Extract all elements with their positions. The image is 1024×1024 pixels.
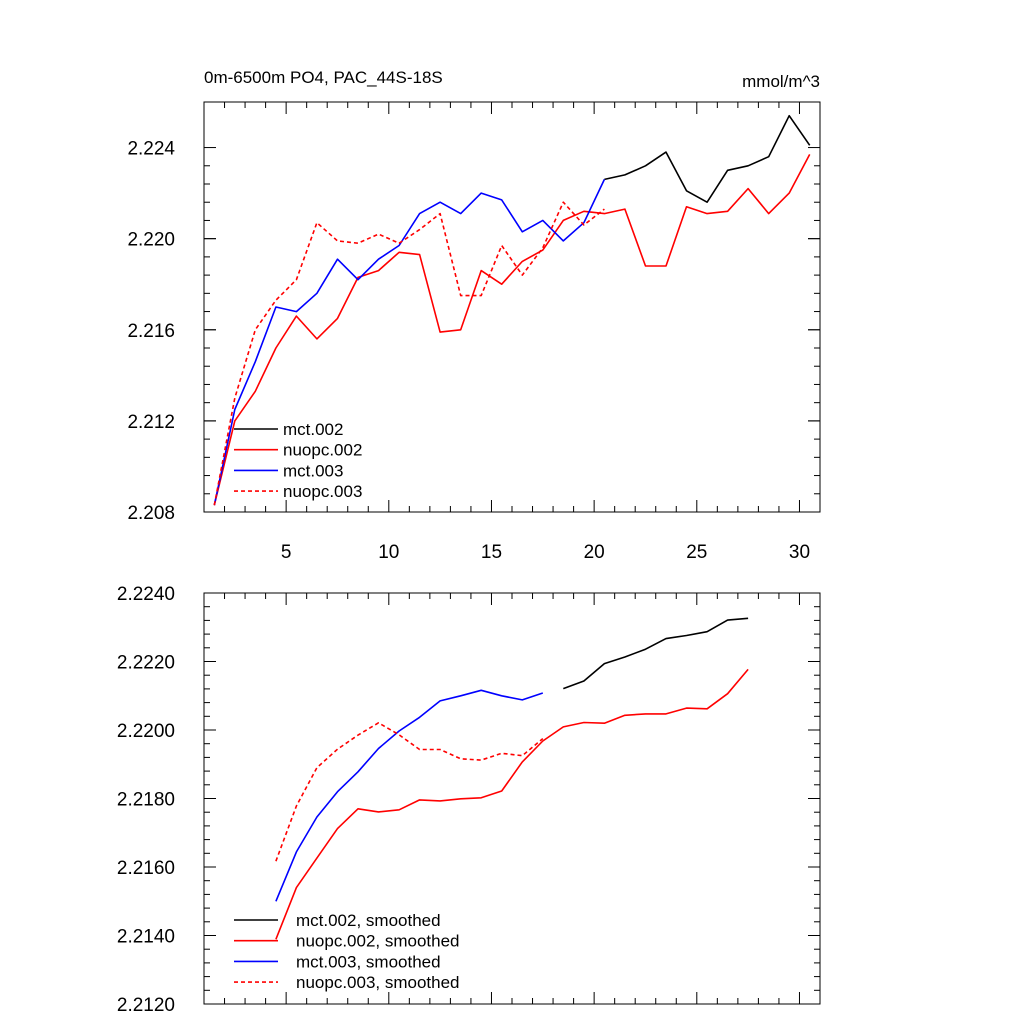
series-lines — [213, 114, 811, 506]
plot-frame — [203, 101, 821, 513]
x-tick-label: 20 — [584, 542, 605, 563]
legend-label: mct.002, smoothed — [296, 911, 441, 930]
series-line — [275, 668, 749, 940]
y-tick-label: 2.212 — [127, 412, 175, 433]
y-tick-label: 2.2200 — [117, 721, 175, 742]
y-tick-label: 2.2140 — [117, 927, 175, 948]
y-tick-label: 2.220 — [127, 230, 175, 251]
series-line — [213, 154, 811, 506]
chart-title: 0m-6500m PO4, PAC_44S-18S — [204, 68, 443, 87]
x-tick-label: 5 — [281, 542, 292, 563]
y-tick-label: 2.224 — [127, 139, 175, 160]
y-tick-label: 2.2120 — [117, 995, 175, 1016]
legend-label: nuopc.002 — [283, 441, 362, 460]
y-tick-label: 2.208 — [127, 503, 175, 524]
legend-label: mct.003 — [283, 461, 343, 480]
series-line — [275, 689, 544, 902]
y-tick-label: 2.216 — [127, 321, 175, 342]
series-line — [604, 114, 811, 203]
units-label: mmol/m^3 — [742, 72, 820, 91]
series-line — [275, 721, 544, 862]
tick-labels: 5 10 15 20 25 30 2.208 2.212 2.216 2.220 2.224 — [127, 139, 810, 563]
plot-frame — [203, 592, 821, 1005]
legend-label: mct.002 — [283, 420, 343, 439]
y-tick-label: 2.2240 — [117, 584, 175, 605]
bottom-chart-panel: 2.2120 2.2140 2.2160 2.2180 2.2200 2.2220 2.22… — [117, 584, 821, 1016]
series-line — [213, 179, 606, 506]
x-tick-label: 30 — [789, 542, 810, 563]
legend-label: nuopc.002, smoothed — [296, 932, 460, 951]
y-tick-label: 2.2180 — [117, 790, 175, 811]
series-lines — [275, 617, 749, 940]
legend-label: nuopc.003, smoothed — [296, 973, 460, 992]
y-tick-label: 2.2160 — [117, 858, 175, 879]
x-tick-label: 15 — [481, 542, 502, 563]
y-tick-label: 2.2220 — [117, 653, 175, 674]
legend-label: nuopc.003 — [283, 482, 362, 501]
legend-label: mct.003, smoothed — [296, 952, 441, 971]
series-line — [563, 617, 749, 690]
series-line — [213, 201, 605, 506]
x-tick-label: 25 — [686, 542, 707, 563]
top-chart-panel: 0m-6500m PO4, PAC_44S-18S mmol/m^3 5 10 15… — [127, 68, 821, 563]
tick-labels: 2.2120 2.2140 2.2160 2.2180 2.2200 2.2220 2.22… — [117, 584, 175, 1016]
legend: mct.002, smoothed nuopc.002, smoothedmct.… — [234, 911, 460, 992]
x-tick-label: 10 — [378, 542, 399, 563]
